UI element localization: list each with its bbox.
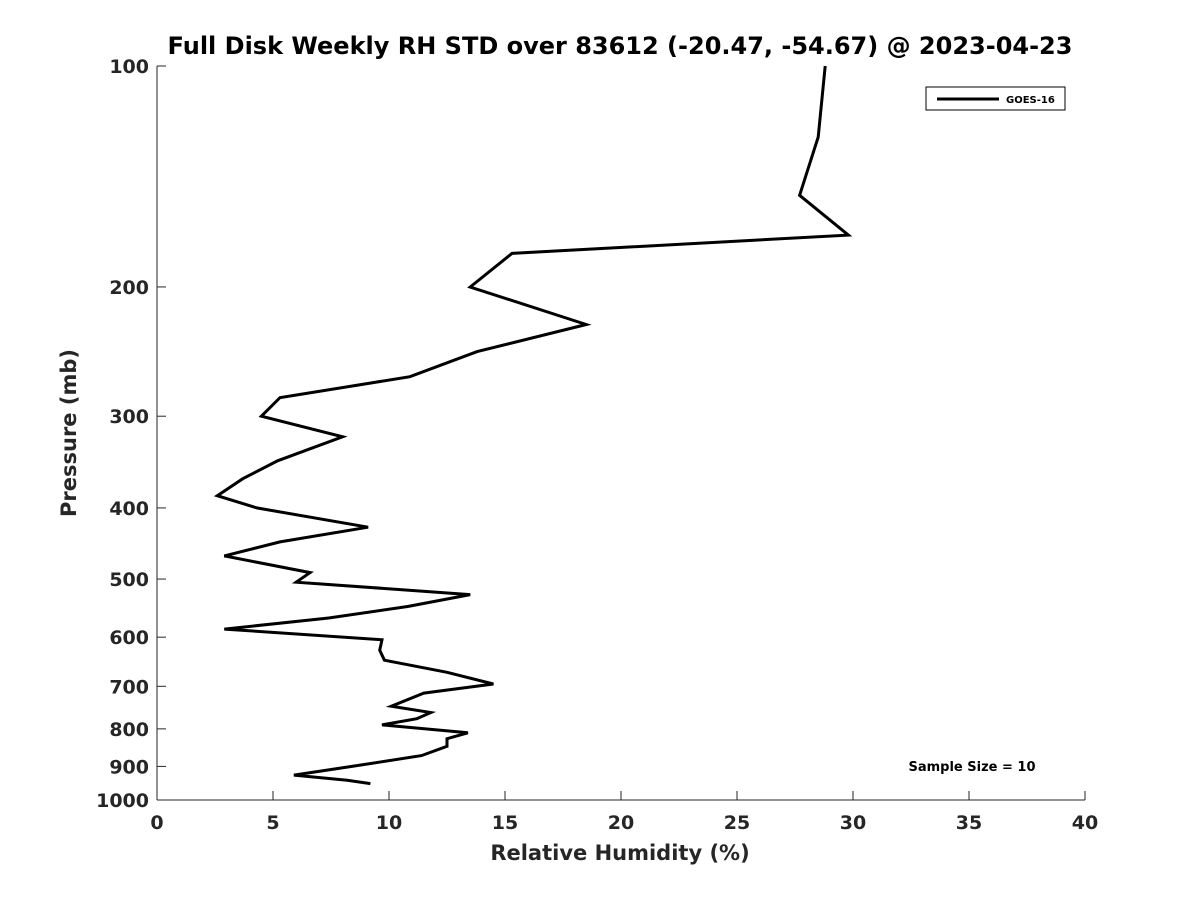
x-tick-label: 25 (724, 812, 750, 834)
y-tick-label: 100 (109, 56, 149, 78)
y-tick-label: 800 (109, 719, 149, 741)
x-tick-label: 0 (150, 812, 163, 834)
y-tick-label: 400 (109, 498, 149, 520)
x-tick-label: 30 (840, 812, 866, 834)
y-tick-label: 700 (109, 676, 149, 698)
y-tick-label: 900 (109, 756, 149, 778)
x-tick-label: 15 (492, 812, 518, 834)
plot-axes (156, 66, 1085, 801)
x-tick-label: 40 (1072, 812, 1098, 834)
legend: GOES-16 (925, 86, 1066, 111)
x-tick-label: 20 (608, 812, 634, 834)
y-tick-label: 1000 (96, 790, 149, 812)
legend-label: GOES-16 (1006, 95, 1055, 106)
chart-title: Full Disk Weekly RH STD over 83612 (-20.… (168, 32, 1073, 60)
series-line-goes-16 (213, 65, 853, 786)
y-tick-label: 300 (109, 406, 149, 428)
x-tick-label: 10 (376, 812, 402, 834)
x-tick-label: 35 (956, 812, 982, 834)
series-group (213, 65, 853, 786)
y-tick-label: 600 (109, 627, 149, 649)
y-tick-label: 500 (109, 569, 149, 591)
x-tick-label: 5 (266, 812, 279, 834)
y-tick-label: 200 (109, 277, 149, 299)
sample-size-annotation: Sample Size = 10 (908, 760, 1035, 775)
y-axis-label: Pressure (mb) (57, 349, 81, 517)
axis-ticks: 0 5 10 15 20 25 30 35 40 100 200 300 400 500 600 700 800… (96, 56, 1098, 834)
x-axis-label: Relative Humidity (%) (490, 841, 749, 865)
